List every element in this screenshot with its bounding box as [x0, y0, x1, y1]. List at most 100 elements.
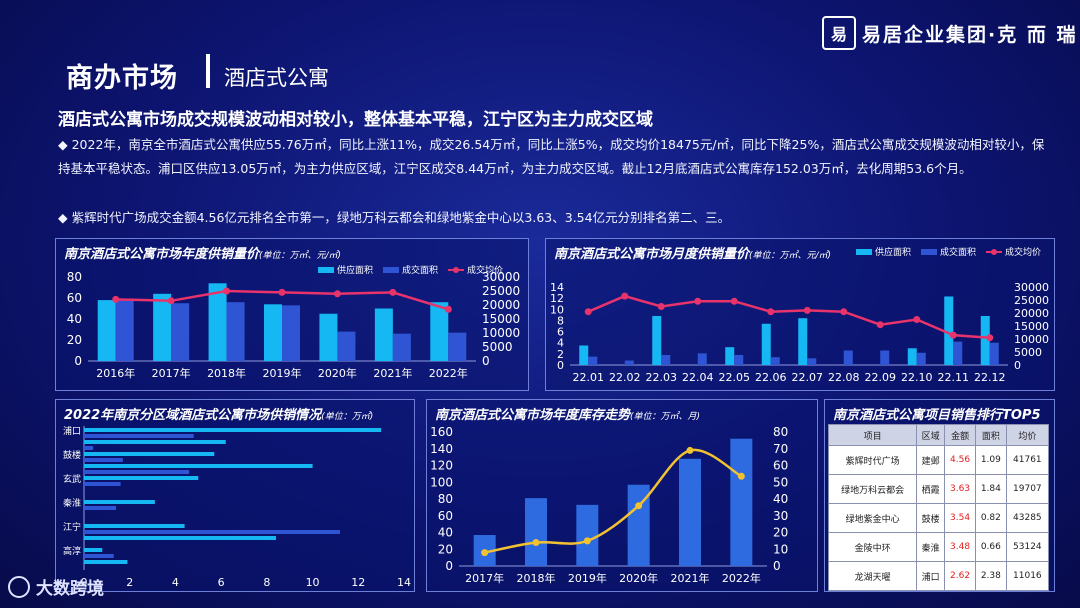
x-tick-label: 2017年 [152, 366, 191, 380]
brand: 易 易居企业集团·克 而 瑞 [822, 16, 1077, 50]
table-cell: 11016 [1005, 561, 1050, 591]
x-tick-label: 2018年 [207, 366, 246, 380]
hbar-高淳 [84, 560, 128, 564]
bar-成交面积 [282, 305, 300, 361]
bullet-2: ◆ 紫辉时代广场成交金额4.56亿元排名全市第一，绿地万科云都会和绿地紫金中心以… [58, 210, 731, 225]
y2-tick-label: 70 [773, 442, 788, 456]
line-成交均价 [587, 294, 990, 339]
monthly-chart: 0246810121405000100001500020000250003000… [550, 281, 1049, 384]
point-去化周期 [481, 549, 489, 557]
table-cell: 0.66 [974, 532, 1007, 562]
title-divider [206, 54, 210, 88]
x-tick-label: 12 [351, 576, 365, 589]
x-tick-label: 22.11 [938, 371, 970, 384]
bar-供应面积 [907, 348, 917, 365]
monthly-chart-panel: 南京酒店式公寓市场月度供销量价(单位：万㎡、元/㎡) 供应面积 成交面积 成交均… [545, 238, 1055, 391]
y-tick-label: 60 [67, 291, 82, 305]
y-tick-label: 80 [438, 492, 453, 506]
table-cell: 建邺 [916, 445, 946, 475]
bar-成交面积 [588, 356, 598, 365]
bar-成交面积 [337, 331, 356, 361]
annual-chart-panel: 南京酒店式公寓市场年度供销量价(单位：万㎡、元/㎡) 供应面积 成交面积 成交均… [55, 238, 529, 391]
hbar-浦口 [84, 446, 94, 450]
y-tick-label: 60 [438, 509, 453, 523]
point-成交均价 [333, 290, 341, 298]
y-tick-label: 100 [430, 475, 453, 489]
y-tick-label: 120 [430, 459, 453, 473]
y-tick-label: 8 [557, 314, 564, 327]
stock-chart: 0 20 40 60 80 100 120 140 160 0 10 20 30 40 50 60 70 80 20… [430, 425, 788, 585]
bar-供应面积 [208, 283, 227, 361]
hbar-玄武 [84, 482, 121, 486]
y2-tick-label: 30 [773, 509, 788, 523]
footer-text: 大数跨境 [36, 579, 104, 599]
y-tick-label: 10 [550, 303, 564, 316]
annual-chart-title: 南京酒店式公寓市场年度供销量价(单位：万㎡、元/㎡) [64, 247, 342, 262]
x-tick-label: 22.04 [682, 371, 714, 384]
point-成交均价 [278, 288, 286, 296]
x-tick-label: 2020年 [619, 571, 658, 585]
point-去化周期 [686, 446, 694, 454]
table-cell: 0.82 [974, 503, 1007, 533]
table-cell: 紫辉时代广场 [827, 445, 918, 475]
table-header-cell: 金额 [944, 424, 976, 446]
table-cell: 龙湖天曜 [827, 561, 918, 591]
y-tick-label: 40 [438, 526, 453, 540]
table-header-cell: 区域 [916, 424, 946, 446]
point-成交均价 [621, 292, 629, 300]
table-cell: 金陵中环 [827, 532, 918, 562]
x-tick-label: 4 [172, 576, 179, 589]
bar-成交面积 [392, 333, 411, 361]
x-tick-label: 22.12 [974, 371, 1006, 384]
bar-供应面积 [725, 347, 735, 365]
x-tick-label: 22.05 [719, 371, 751, 384]
bullet-1: ◆ 2022年，南京全市酒店式公寓供应55.76万㎡，同比上涨11%，成交26.… [58, 137, 1045, 176]
y2-tick-label: 15000 [1014, 320, 1049, 333]
y-tick-label: 玄武 [63, 473, 81, 485]
x-tick-label: 8 [263, 576, 270, 589]
point-成交均价 [949, 331, 957, 339]
x-tick-label: 2020年 [318, 366, 357, 380]
bar-成交面积 [171, 303, 190, 361]
point-去化周期 [583, 537, 591, 545]
stock-chart-panel: 南京酒店式公寓市场年度库存走势(单位：万㎡、月) 0 20 40 60 80 100 120… [426, 399, 818, 592]
y2-tick-label: 0 [482, 354, 490, 368]
bar-成交面积 [734, 354, 744, 365]
bar-库存 [525, 498, 547, 566]
bar-供应面积 [579, 345, 589, 365]
bar-供应面积 [652, 315, 662, 365]
x-tick-label: 22.01 [573, 371, 605, 384]
point-成交均价 [389, 288, 397, 296]
page-title: 商办市场 [66, 63, 178, 94]
ranking-table: 项目 区域 金额 面积 均价 紫辉时代广场 建邺 4.56 1.09 41761 绿地万科云都会栖… [827, 424, 1050, 591]
hbar-江宁 [84, 530, 340, 534]
table-header-cell: 面积 [974, 424, 1007, 446]
point-成交均价 [167, 297, 175, 305]
y-tick-label: 40 [67, 312, 82, 326]
table-cell: 4.56 [944, 445, 976, 475]
x-tick-label: 6 [218, 576, 225, 589]
table-header-cell: 均价 [1005, 424, 1050, 446]
table-cell: 浦口 [916, 561, 946, 591]
y-tick-label: 20 [438, 542, 453, 556]
y2-tick-label: 5000 [1014, 346, 1042, 359]
bar-库存 [730, 438, 753, 566]
stock-chart-title: 南京酒店式公寓市场年度库存走势(单位：万㎡、月) [435, 408, 701, 423]
y-tick-label: 160 [430, 425, 453, 439]
point-成交均价 [767, 308, 775, 316]
bar-库存 [679, 458, 701, 566]
y-tick-label: 高淳 [63, 545, 81, 557]
y-tick-label: 14 [550, 281, 564, 294]
x-tick-label: 14 [397, 576, 411, 589]
bar-成交面积 [807, 358, 817, 365]
x-tick-label: 2017年 [465, 571, 504, 585]
bar-成交面积 [226, 302, 245, 361]
bar-成交面积 [916, 352, 926, 365]
table-row: 绿地紫金中心 鼓楼 3.54 0.82 43285 [827, 503, 1050, 533]
table-cell: 53124 [1005, 532, 1050, 562]
hbar-高淳 [84, 548, 103, 552]
bar-供应面积 [430, 302, 449, 361]
table-cell: 绿地紫金中心 [827, 503, 918, 533]
point-去化周期 [532, 539, 540, 547]
